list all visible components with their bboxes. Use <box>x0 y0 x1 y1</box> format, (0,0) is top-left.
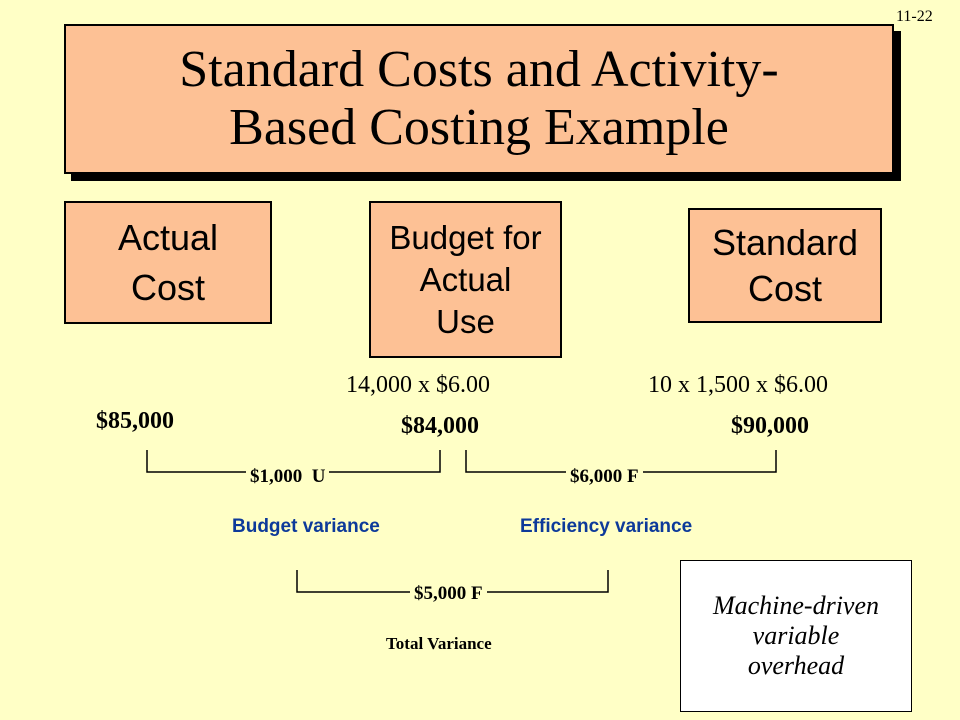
note-line-1: Machine-driven <box>712 591 880 620</box>
total-variance-amount: $5,000 <box>414 583 467 604</box>
actual-cost-line-1: Actual <box>117 216 219 258</box>
standard-cost-line-1: Standard <box>711 221 859 263</box>
actual-cost-box: Actual Cost <box>64 201 272 324</box>
budget-variance-label: Budget variance <box>232 516 380 537</box>
budget-actual-use-box: Budget for Actual Use <box>369 201 562 358</box>
note-line-2: variable <box>752 621 840 650</box>
title-box: Standard Costs and Activity- Based Costi… <box>64 24 894 174</box>
standard-cost-box: Standard Cost <box>688 208 882 323</box>
budget-formula: 14,000 x $6.00 <box>346 372 490 398</box>
efficiency-variance-flag: F <box>627 466 639 487</box>
efficiency-variance-value: $6,000 F <box>566 466 643 488</box>
total-variance-flag: F <box>471 583 483 604</box>
standard-formula: 10 x 1,500 x $6.00 <box>648 372 828 398</box>
standard-cost-line-2: Cost <box>747 267 822 309</box>
slide-number: 11-22 <box>896 8 933 25</box>
budget-variance-amount: $1,000 <box>250 466 303 487</box>
budget-box-line-3: Use <box>436 302 495 340</box>
title-line-1: Standard Costs and Activity- <box>179 41 779 98</box>
budget-variance-value: $1,000 U <box>246 466 330 488</box>
actual-amount: $85,000 <box>96 408 174 434</box>
actual-cost-line-2: Cost <box>130 266 206 308</box>
efficiency-variance-label: Efficiency variance <box>520 516 693 537</box>
budget-box-line-2: Actual <box>419 260 512 298</box>
note-line-3: overhead <box>747 651 845 680</box>
total-variance-label: Total Variance <box>386 634 492 653</box>
standard-amount: $90,000 <box>731 413 809 439</box>
efficiency-variance-amount: $6,000 <box>570 466 623 487</box>
budget-amount: $84,000 <box>401 413 479 439</box>
title-line-2: Based Costing Example <box>229 99 729 156</box>
note-box: Machine-driven variable overhead <box>680 560 912 712</box>
budget-variance-flag: U <box>311 466 326 487</box>
total-variance-value: $5,000 F <box>410 583 487 605</box>
budget-box-line-1: Budget for <box>389 218 542 256</box>
